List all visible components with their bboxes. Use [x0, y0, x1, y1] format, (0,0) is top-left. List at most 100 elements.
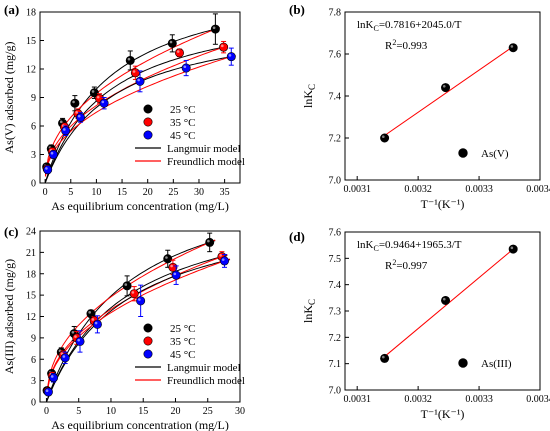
panel-a: (a) 0 5 10 15 20 25 30 35 0 3 6 9 12 15 18 As equilibriu…	[2, 2, 245, 213]
data-point-highlight	[91, 90, 95, 93]
legend-marker	[458, 148, 468, 158]
data-point-highlight	[207, 239, 210, 243]
r-squared-value: =0.997	[396, 260, 427, 272]
data-point	[70, 98, 80, 108]
legend-marker	[458, 358, 468, 368]
y-tick-label: 0	[31, 179, 36, 190]
r-squared-value: =0.993	[396, 40, 427, 52]
data-point-highlight	[228, 54, 232, 57]
legend-label: As(III)	[481, 358, 512, 370]
y-axis-label: As(III) adsorbed (mg/g)	[2, 259, 16, 374]
data-point-highlight	[176, 50, 180, 53]
x-tick-label: 0.0034	[526, 184, 550, 195]
y-axis-label-subscript: C	[307, 299, 317, 305]
r-squared-label: R	[385, 40, 393, 52]
data-point-highlight	[62, 355, 66, 358]
data-point	[61, 126, 71, 136]
x-tick-label: 35	[220, 187, 230, 198]
x-tick-label: 30	[194, 187, 204, 198]
panel-label: (a)	[4, 2, 19, 17]
data-point-highlight	[169, 40, 173, 44]
legend-label: Langmuir model	[167, 362, 241, 374]
data-point	[129, 289, 139, 299]
data-point-highlight	[183, 65, 187, 69]
x-tick-label: 0	[44, 406, 49, 417]
data-point-highlight	[170, 264, 173, 268]
r-squared-superscript: 2	[392, 258, 396, 267]
plot-frame	[344, 11, 541, 181]
y-tick-label: 7.2	[329, 134, 342, 145]
data-point	[136, 296, 146, 306]
r-squared-label: R	[385, 260, 393, 272]
y-tick-label: 7.6	[329, 228, 342, 239]
data-point	[76, 112, 86, 122]
x-tick-label: 10	[91, 187, 101, 198]
data-point-highlight	[127, 57, 131, 61]
data-point-highlight	[124, 283, 128, 286]
data-point-highlight	[165, 256, 168, 259]
data-point	[210, 24, 220, 34]
y-tick-label: 7.3	[329, 307, 342, 318]
data-point	[226, 52, 236, 62]
data-point	[125, 55, 135, 65]
data-point-highlight	[59, 120, 63, 124]
y-tick-label: 7.4	[329, 92, 342, 103]
data-point-highlight	[220, 44, 224, 48]
y-tick-label: 24	[26, 227, 36, 238]
data-point-highlight	[382, 355, 385, 359]
panel-d: (d) 0.0031 0.0032 0.0033 0.0034 7.0 7.1 7.2 7.3 7…	[289, 228, 550, 422]
x-tick-label: 0.0034	[526, 394, 550, 405]
legend-marker	[143, 130, 153, 140]
panel-label: (c)	[4, 224, 18, 239]
data-point	[49, 373, 59, 383]
x-tick-label: 20	[170, 406, 180, 417]
y-tick-label: 15	[26, 36, 36, 47]
data-point-highlight	[75, 111, 78, 114]
legend-marker	[143, 349, 153, 359]
data-point	[219, 42, 229, 52]
data-point-highlight	[94, 321, 98, 325]
regression-equation: lnKC=0.9464+1965.3/T	[357, 239, 462, 253]
x-tick-label: 0.0031	[343, 394, 371, 405]
x-axis-label: As equilibrium concentration (mg/L)	[51, 418, 229, 431]
x-tick-label: 25	[168, 187, 178, 198]
y-tick-label: 3	[31, 150, 36, 161]
data-point	[163, 254, 173, 264]
y-tick-label: 7.8	[329, 8, 342, 19]
x-tick-label: 10	[106, 406, 116, 417]
legend-marker	[143, 336, 153, 346]
panel-c: (c) 0 5 10 15 20 25 30 0 3 6 9 12 15 18 21 24 As equilibr…	[2, 224, 245, 431]
y-tick-label: 7.2	[329, 333, 342, 344]
legend-marker	[143, 104, 153, 114]
y-axis-label: lnKC	[301, 84, 317, 108]
y-tick-label: 9	[31, 333, 36, 344]
legend-label: As(V)	[481, 148, 509, 160]
y-tick-label: 7.4	[329, 280, 342, 291]
y-tick-label: 9	[31, 93, 36, 104]
data-point-highlight	[63, 128, 66, 131]
x-tick-label: 0.0032	[404, 394, 432, 405]
data-point	[380, 133, 390, 143]
data-point-highlight	[510, 246, 514, 250]
x-tick-label: 0.0033	[465, 184, 493, 195]
x-axis-label: T⁻¹(K⁻¹)	[421, 197, 465, 211]
data-point-highlight	[50, 151, 54, 155]
legend-marker	[143, 117, 153, 127]
equation-rest: =0.9464+1965.3/T	[379, 239, 462, 251]
panel-label: (b)	[289, 2, 305, 17]
x-axis-label: As equilibrium concentration (mg/L)	[51, 199, 229, 213]
data-point	[167, 38, 177, 48]
y-tick-label: 7.6	[329, 50, 342, 61]
legend-label: Freundlich model	[167, 156, 245, 168]
x-tick-label: 0.0033	[465, 394, 493, 405]
data-point-highlight	[442, 85, 446, 88]
data-point	[75, 336, 85, 346]
data-point	[171, 270, 181, 280]
y-tick-label: 7.5	[329, 254, 342, 265]
data-point	[174, 48, 184, 58]
y-tick-label: 18	[26, 269, 36, 280]
data-point	[380, 353, 390, 363]
y-tick-label: 12	[26, 312, 36, 323]
